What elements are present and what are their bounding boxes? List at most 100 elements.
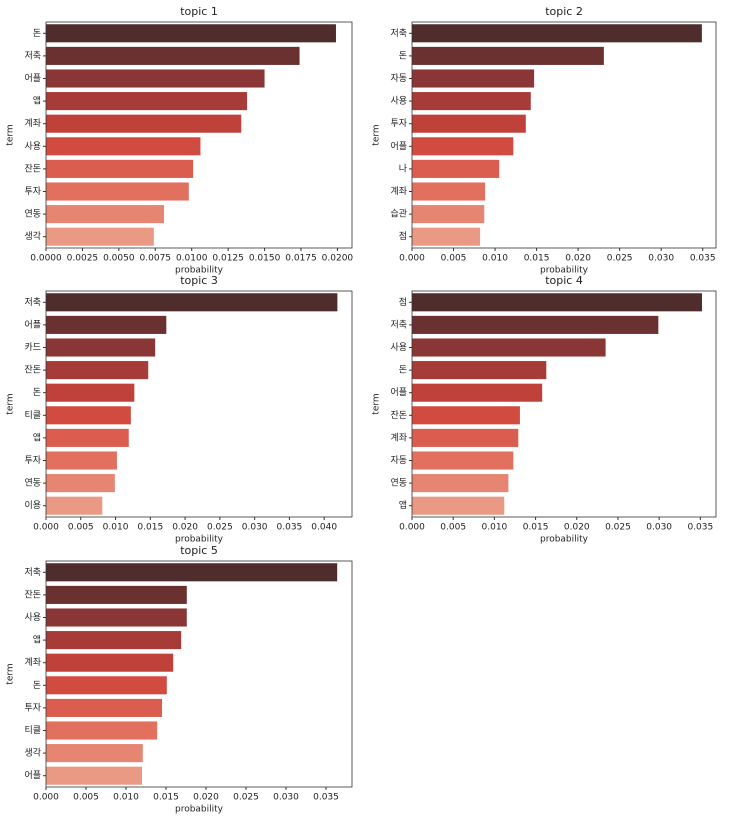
- y-tick-label: 계좌: [390, 431, 407, 443]
- bar: [46, 24, 336, 43]
- y-tick-label: 저축: [390, 28, 407, 39]
- bar: [46, 451, 117, 470]
- x-tick-label: 0.015: [137, 523, 163, 533]
- y-tick-label: 투자: [24, 702, 41, 713]
- y-tick-label: 연동: [24, 478, 41, 489]
- bar: [412, 205, 485, 224]
- x-tick-label: 0.010: [113, 793, 139, 803]
- x-tick-label: 0.010: [482, 523, 508, 533]
- y-tick-label: 잔돈: [24, 163, 41, 174]
- bar: [46, 114, 242, 133]
- y-tick-label: 돈: [33, 387, 41, 398]
- bar: [46, 474, 115, 493]
- bar: [412, 451, 514, 470]
- x-tick-label: 0.0075: [140, 254, 172, 264]
- bar: [46, 227, 154, 246]
- x-tick-label: 0.035: [277, 523, 303, 533]
- bar: [412, 46, 604, 65]
- bar: [46, 585, 187, 604]
- x-tick-label: 0.0000: [30, 254, 62, 264]
- bar: [46, 406, 131, 425]
- x-tick-label: 0.000: [399, 254, 425, 264]
- bar: [46, 338, 156, 357]
- y-tick-label: 돈: [33, 680, 41, 691]
- y-tick-label: 생각: [24, 230, 41, 242]
- x-tick-label: 0.020: [193, 793, 219, 803]
- y-tick-label: 자동: [390, 455, 407, 466]
- bar: [412, 92, 531, 111]
- bar: [46, 563, 338, 582]
- x-tick-label: 0.000: [33, 523, 59, 533]
- x-tick-label: 0.020: [172, 523, 198, 533]
- y-tick-label: 앱: [33, 431, 41, 443]
- y-tick-label: 저축: [24, 50, 41, 61]
- x-tick-label: 0.035: [687, 523, 713, 533]
- y-tick-label: 티클: [24, 725, 41, 736]
- x-tick-label: 0.010: [482, 254, 508, 264]
- x-tick-label: 0.005: [73, 793, 99, 803]
- bar: [46, 744, 143, 763]
- bar: [46, 92, 248, 111]
- y-tick-label: 저축: [24, 567, 41, 578]
- y-tick-label: 계좌: [390, 185, 407, 197]
- x-axis-label: probability: [175, 805, 224, 815]
- y-tick-label: 잔돈: [24, 589, 41, 600]
- y-tick-label: 앱: [33, 95, 41, 107]
- bar: [46, 676, 167, 695]
- y-axis-label: term: [372, 393, 382, 414]
- x-tick-label: 0.005: [441, 254, 467, 264]
- bar: [46, 698, 162, 717]
- bar: [46, 383, 135, 402]
- x-tick-label: 0.005: [68, 523, 94, 533]
- bar: [412, 182, 486, 201]
- bar: [46, 766, 142, 785]
- bar: [412, 474, 509, 493]
- y-tick-label: 앱: [33, 634, 41, 646]
- x-tick-label: 0.030: [646, 523, 672, 533]
- x-tick-label: 0.020: [565, 254, 591, 264]
- y-tick-label: 돈: [33, 28, 41, 39]
- bar: [46, 205, 165, 224]
- bar: [46, 137, 201, 156]
- y-tick-label: 어플: [24, 319, 41, 330]
- y-tick-label: 투자: [24, 186, 41, 197]
- y-tick-label: 연동: [24, 209, 41, 220]
- y-tick-label: 생각: [24, 747, 41, 759]
- x-tick-label: 0.035: [313, 793, 339, 803]
- bar: [412, 69, 535, 88]
- bar: [46, 608, 187, 627]
- y-tick-label: 어플: [390, 387, 407, 398]
- x-tick-label: 0.0200: [322, 254, 354, 264]
- x-axis-label: probability: [540, 535, 589, 545]
- chart-title: topic 2: [545, 5, 583, 18]
- bar: [412, 361, 547, 380]
- y-tick-label: 잔돈: [390, 410, 407, 421]
- x-tick-label: 0.025: [607, 254, 633, 264]
- x-tick-label: 0.030: [648, 254, 674, 264]
- bar: [412, 315, 659, 334]
- x-tick-label: 0.015: [153, 793, 179, 803]
- chart-title: topic 3: [180, 274, 218, 287]
- y-tick-label: 투자: [390, 118, 407, 129]
- x-tick-label: 0.040: [311, 523, 337, 533]
- axes-frame: [45, 21, 353, 249]
- y-tick-label: 카드: [24, 342, 41, 353]
- y-tick-label: 자동: [390, 73, 407, 84]
- y-tick-label: 티클: [24, 410, 41, 421]
- bar: [46, 69, 265, 88]
- bar: [46, 46, 300, 65]
- x-tick-label: 0.0150: [249, 254, 281, 264]
- x-tick-label: 0.035: [690, 254, 716, 264]
- y-tick-label: 사용: [24, 141, 41, 152]
- chart-title: topic 5: [180, 544, 218, 557]
- y-tick-label: 사용: [24, 612, 41, 623]
- bar: [412, 293, 702, 312]
- y-tick-label: 앱: [399, 499, 407, 511]
- y-tick-label: 점: [399, 230, 407, 242]
- bar: [412, 227, 481, 246]
- y-tick-label: 사용: [390, 96, 407, 107]
- bar: [46, 182, 189, 201]
- y-tick-label: 계좌: [24, 656, 41, 668]
- x-tick-label: 0.030: [242, 523, 268, 533]
- x-tick-label: 0.020: [564, 523, 590, 533]
